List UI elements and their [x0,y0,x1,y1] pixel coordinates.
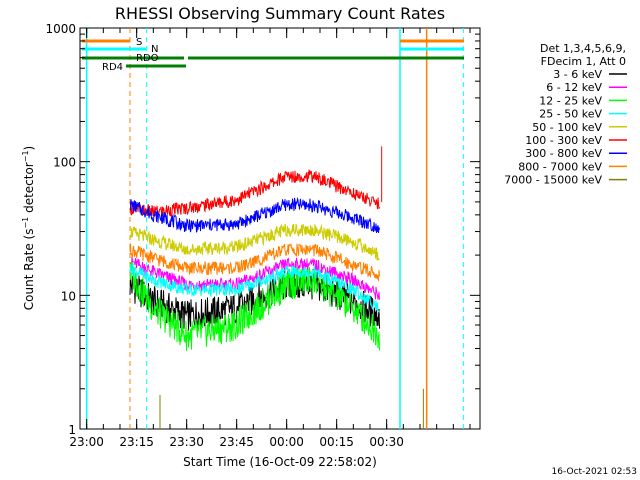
y-label-sup1: −1 [21,217,30,229]
y-label-end: ) [22,146,36,151]
series-line [129,243,380,282]
series-line [129,263,380,313]
legend-entry-label: 7000 - 15000 keV [504,174,602,187]
flag-label: RDO [136,53,159,64]
flag-label: RD4 [102,62,123,73]
legend-entry-label: 50 - 100 keV [532,121,602,134]
render-timestamp: 16-Oct-2021 02:53 [552,467,637,477]
legend-entry-label: 6 - 12 keV [546,81,602,94]
x-axis-label: Start Time (16-Oct-09 22:58:02) [183,455,377,469]
y-label-main: Count Rate (s [22,229,36,311]
legend-entry-label: 100 - 300 keV [525,134,602,147]
x-tick-label: 00:30 [369,435,404,449]
legend-entry-label: 800 - 7000 keV [518,160,602,173]
x-axis-ticks: 23:00 23:15 23:30 23:45 00:00 00:15 00:30 [69,28,471,449]
plot-frame [79,27,481,430]
x-tick-label: 00:15 [319,435,354,449]
x-tick-label: 23:45 [219,435,254,449]
flag-label: S [136,37,142,48]
y-label-mid: detector [22,162,36,217]
series-line [129,196,380,234]
flag-label: N [151,44,158,55]
event-marker-lines [85,28,464,429]
y-tick-label: 1 [68,423,76,437]
y-tick-label: 1000 [45,22,76,36]
x-tick-label: 23:15 [119,435,154,449]
series-line [129,223,380,261]
series-lines [129,146,424,429]
legend-header-detectors: Det 1,3,4,5,6,9, [540,42,626,55]
legend-header-fdecim: FDecim 1, Att 0 [541,55,626,68]
chart-title: RHESSI Observing Summary Count Rates [115,4,445,23]
legend-entry-label: 3 - 6 keV [553,68,602,81]
x-tick-label: 23:30 [169,435,204,449]
series-line [129,261,380,351]
legend-entry-label: 25 - 50 keV [539,108,602,121]
y-tick-label: 10 [61,289,76,303]
x-tick-label: 00:00 [269,435,304,449]
y-axis-ticks: 1 10 100 1000 [45,22,480,437]
legend-entry-label: 300 - 800 keV [525,147,602,160]
series-line [129,169,380,217]
y-axis-label: Count Rate (s−1 detector−1) [21,146,36,310]
legend-entry-label: 12 - 25 keV [539,94,602,107]
y-tick-label: 100 [53,156,76,170]
x-tick-label: 23:00 [69,435,104,449]
y-label-sup2: −1 [21,150,30,162]
